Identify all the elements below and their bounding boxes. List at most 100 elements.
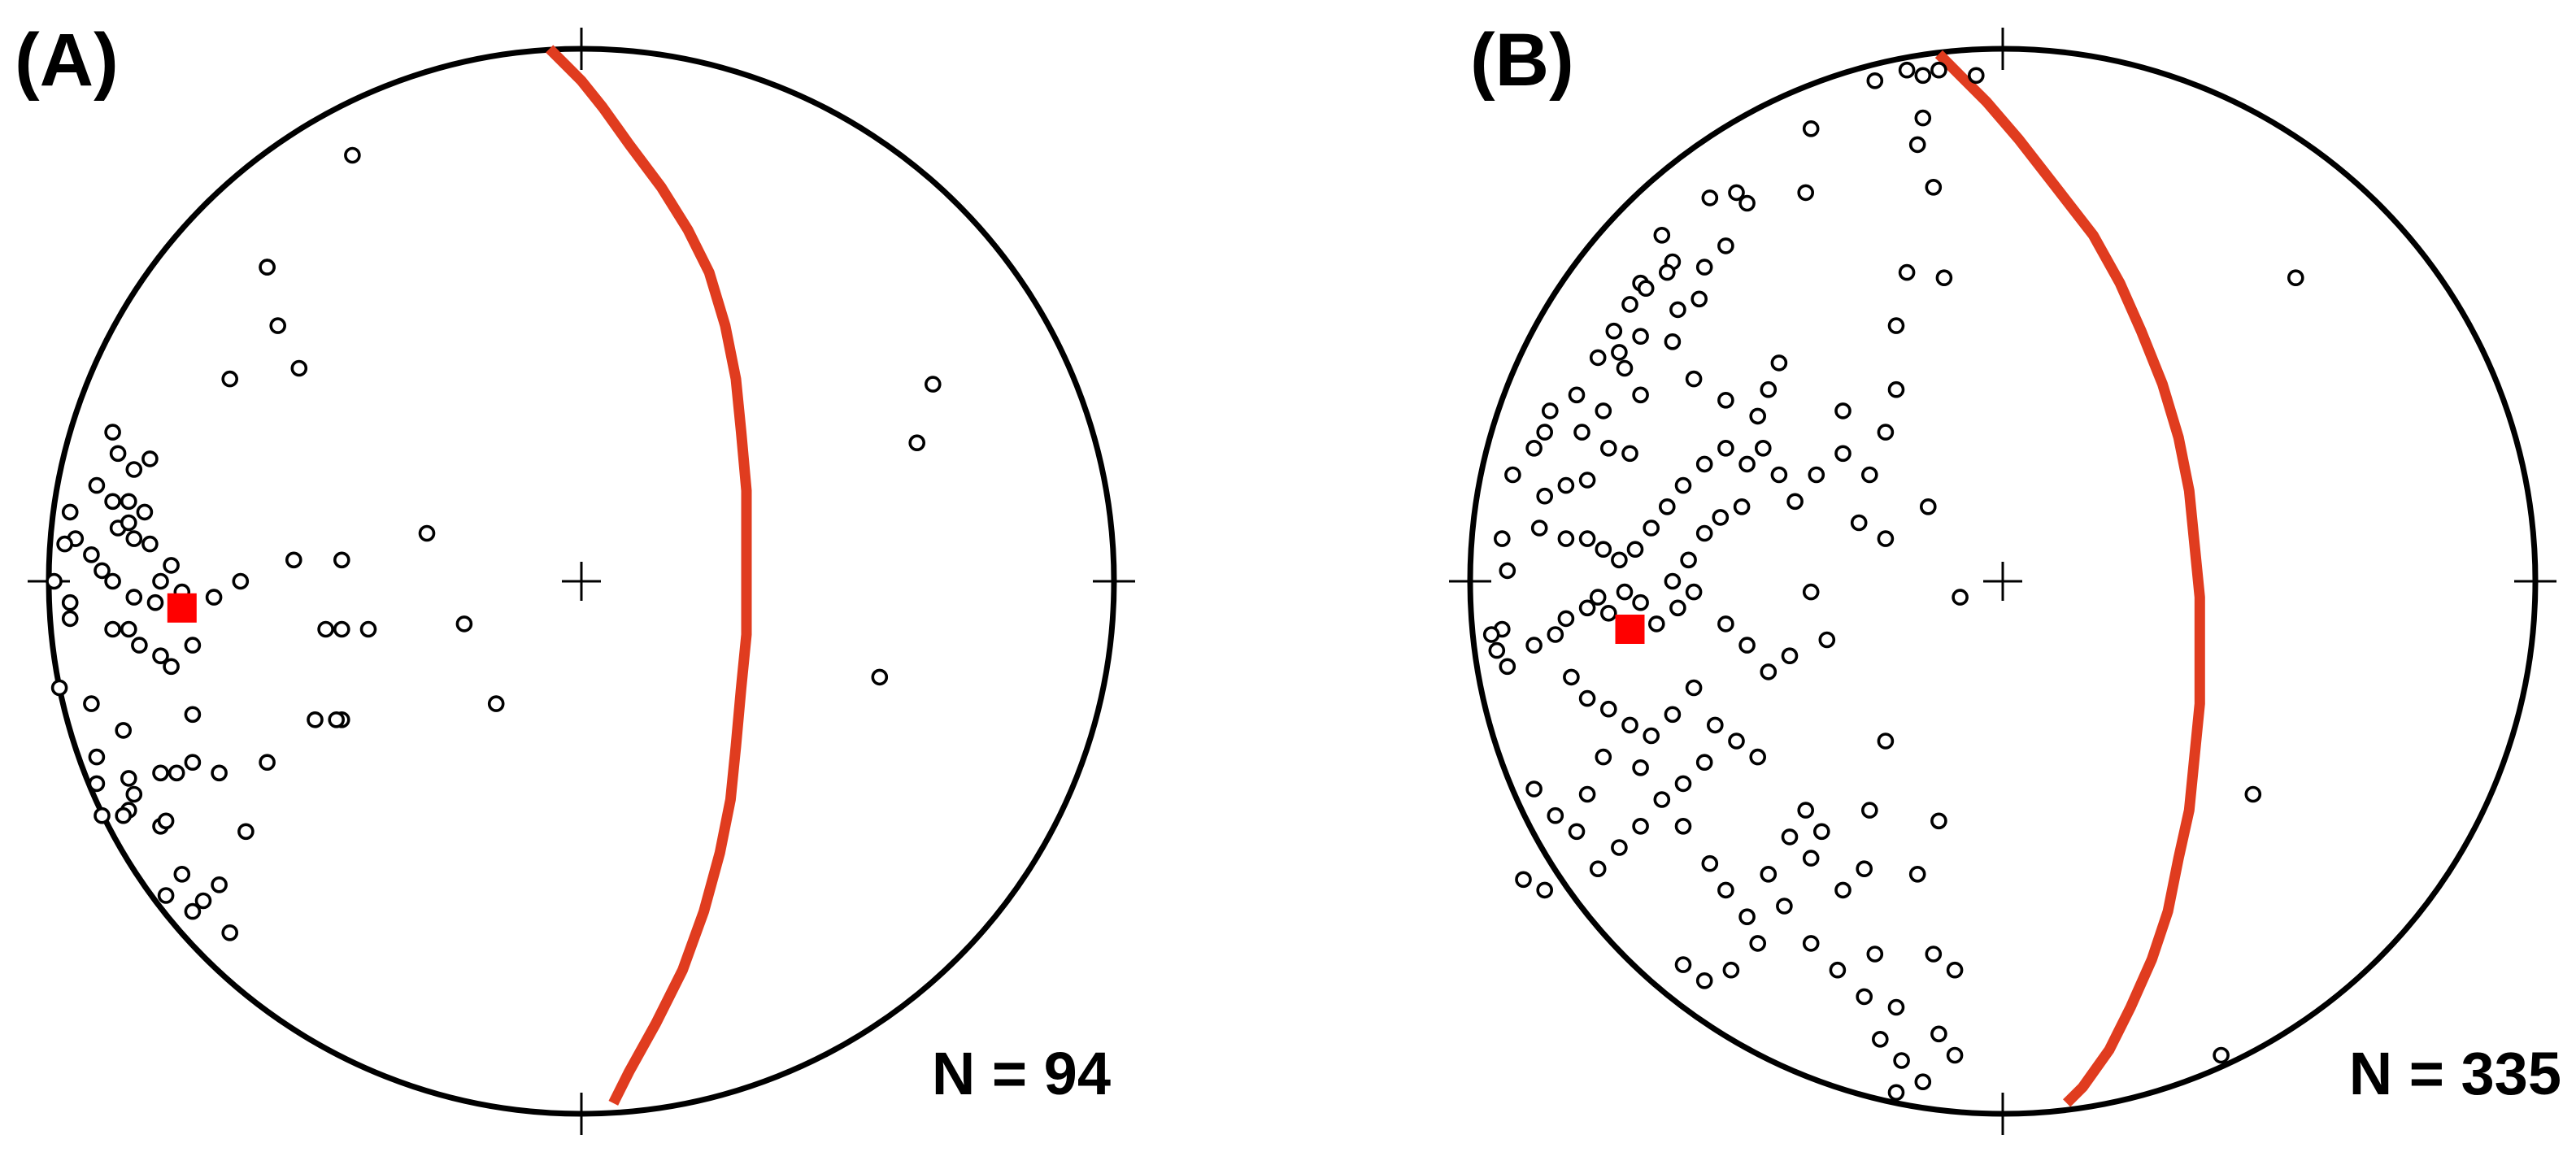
pole-point <box>359 620 377 638</box>
pole-point <box>1818 631 1836 649</box>
pole-point <box>1760 380 1778 398</box>
pole-point <box>1877 732 1895 750</box>
pole-point <box>1893 1052 1910 1069</box>
pole-point <box>46 572 63 590</box>
pole-point <box>83 546 100 563</box>
pole-point <box>1797 184 1814 202</box>
pole-point <box>1578 472 1596 489</box>
pole-point <box>1632 328 1649 346</box>
pole-point <box>1664 706 1682 724</box>
pole-point <box>1626 541 1644 559</box>
pole-point <box>1616 359 1634 377</box>
pole-point <box>1968 67 1985 85</box>
pole-point <box>1643 727 1660 745</box>
pole-point <box>1872 1031 1889 1048</box>
pole-point <box>88 748 106 766</box>
great-circle <box>546 45 752 1106</box>
pole-point <box>1908 136 1926 154</box>
pole-point <box>221 370 239 388</box>
pole-point <box>333 551 350 569</box>
pole-point <box>1611 551 1628 569</box>
pole-point <box>88 476 106 494</box>
pole-point <box>1488 641 1506 659</box>
sample-count-a: N = 94 <box>932 1040 1111 1107</box>
pole-point <box>925 376 942 393</box>
pole-point <box>1877 530 1895 547</box>
pole-point <box>1525 780 1543 798</box>
pole-point <box>1536 487 1553 505</box>
pole-point <box>1712 509 1730 526</box>
stereonet-plot-layer <box>1449 28 2556 1135</box>
pole-point <box>1674 817 1692 835</box>
pole-point <box>1760 866 1778 883</box>
pole-point <box>1749 748 1766 766</box>
pole-point <box>125 530 143 547</box>
pole-point <box>1861 466 1878 484</box>
pole-point <box>1659 263 1676 281</box>
pole-point <box>1669 301 1686 319</box>
pole-point <box>1738 455 1756 473</box>
pole-point <box>1856 860 1873 877</box>
pole-point <box>1621 296 1638 313</box>
pole-point <box>317 620 334 638</box>
pole-point <box>1717 439 1734 457</box>
pole-point <box>1797 802 1814 819</box>
pole-point <box>1930 61 1947 79</box>
pole-point <box>50 679 68 697</box>
pole-point <box>56 535 73 553</box>
pole-point <box>94 806 111 824</box>
pole-point <box>1632 593 1649 611</box>
pole-point <box>1861 802 1878 819</box>
pole-point <box>1707 716 1724 734</box>
pole-point <box>1695 259 1713 276</box>
pole-point <box>1600 700 1617 718</box>
pole-point <box>1632 386 1649 404</box>
pole-point <box>1733 498 1751 515</box>
pole-point <box>1557 476 1575 494</box>
pole-point <box>1781 647 1799 665</box>
pole-point <box>1834 445 1852 463</box>
mean-pole-marker <box>167 593 197 623</box>
pole-point <box>1749 407 1766 425</box>
pole-point <box>1898 61 1916 79</box>
pole-point <box>232 572 250 590</box>
pole-point <box>1600 439 1617 457</box>
pole-point <box>1600 604 1617 622</box>
panel-label-a: (A) <box>15 19 119 102</box>
pole-point <box>1866 946 1884 963</box>
pole-point <box>120 514 137 532</box>
pole-point <box>221 924 239 941</box>
pole-point <box>152 647 169 665</box>
pole-point <box>1499 658 1516 676</box>
pole-point <box>136 503 154 521</box>
pole-point <box>1925 179 1943 196</box>
pole-point <box>1930 812 1947 830</box>
pole-point <box>1887 1084 1905 1102</box>
pole-point <box>908 434 925 452</box>
pole-point <box>1653 791 1671 808</box>
pole-point <box>455 615 473 633</box>
pole-point <box>1563 668 1580 686</box>
pole-point <box>1738 637 1756 654</box>
pole-point <box>1611 344 1628 361</box>
pole-point <box>1908 866 1926 883</box>
pole-point <box>1578 689 1596 707</box>
pole-point <box>125 589 143 606</box>
pole-point <box>120 493 137 511</box>
pole-point <box>115 722 132 739</box>
pole-point <box>1648 615 1665 633</box>
pole-point <box>1755 439 1772 457</box>
pole-point <box>152 764 169 782</box>
pole-point <box>1802 120 1820 137</box>
pole-point <box>1659 498 1676 515</box>
pole-point <box>2287 269 2304 287</box>
pole-point <box>328 711 346 728</box>
pole-point <box>1866 72 1884 89</box>
pole-point <box>205 589 223 606</box>
pole-point <box>1786 493 1804 511</box>
pole-point <box>487 695 505 712</box>
pole-point <box>61 593 79 611</box>
pole-point <box>168 764 185 782</box>
pole-point <box>83 695 100 712</box>
